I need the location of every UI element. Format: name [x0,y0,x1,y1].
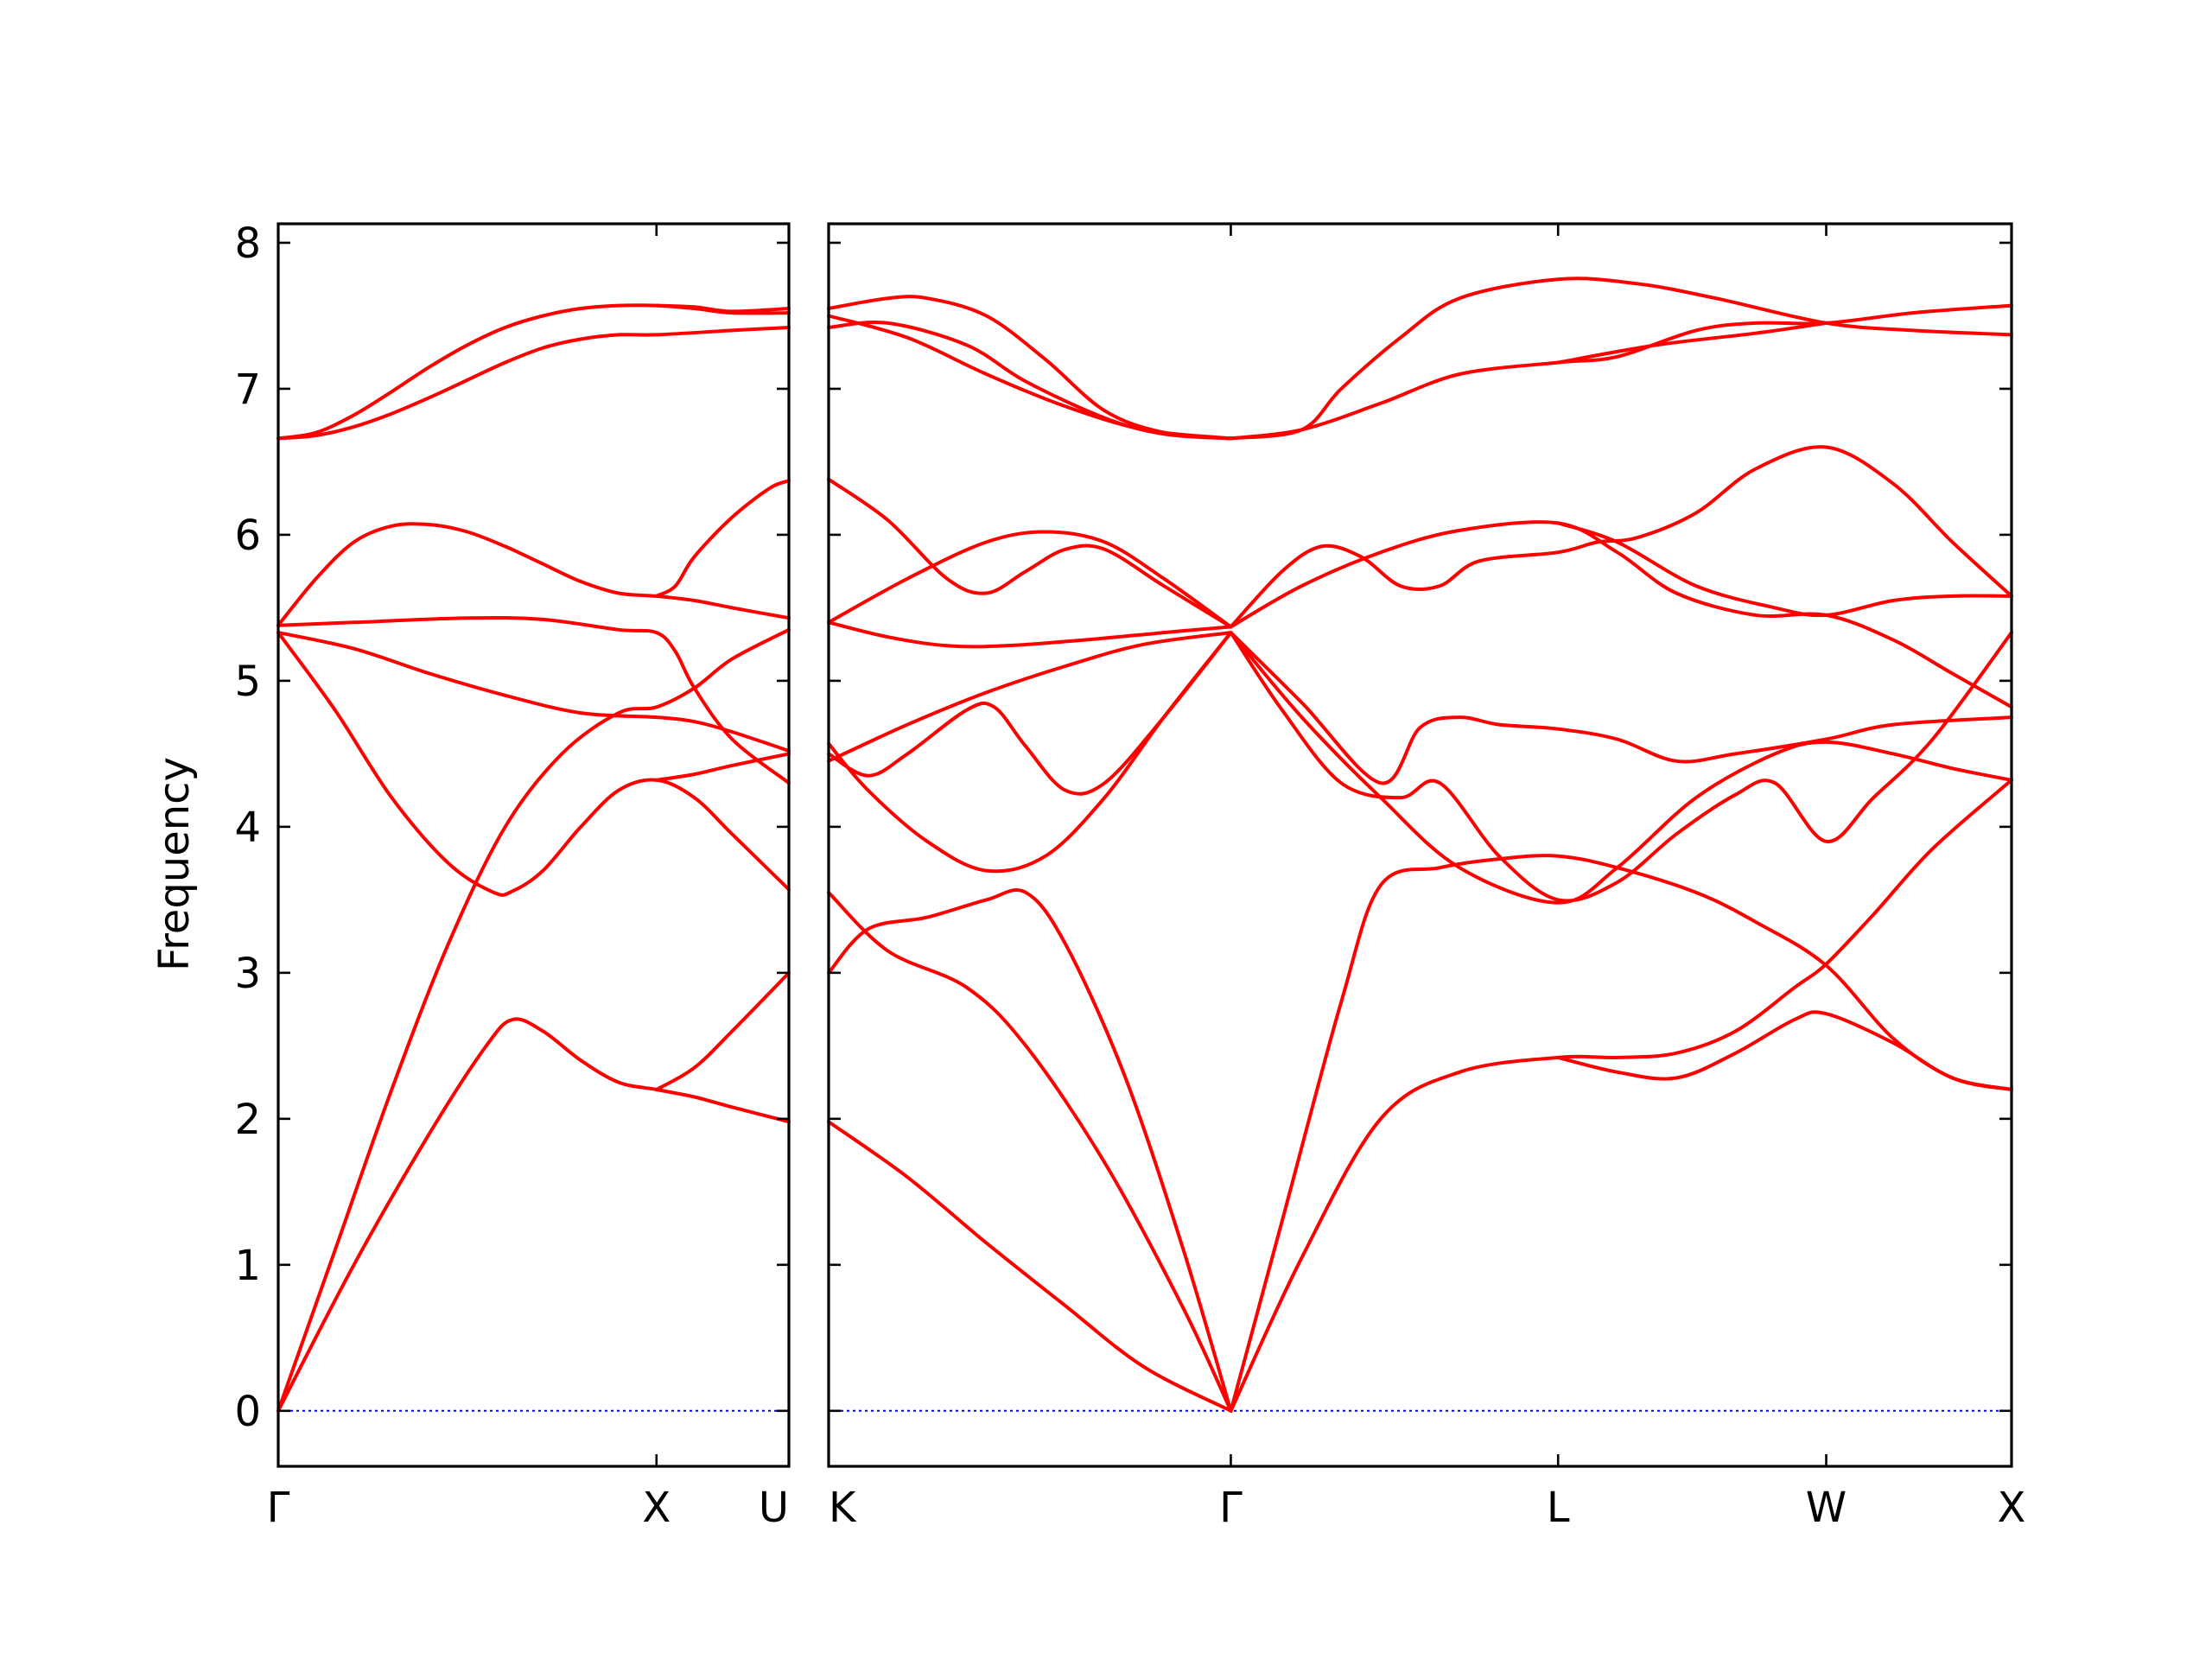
band-2-22 [1229,276,2013,441]
panels: Γ X U 0 1 2 3 4 5 6 7 8 K Γ L W X [234,219,2025,1532]
plot-frame [276,222,791,1468]
band-2-2 [827,888,1233,1413]
band-2-14 [827,530,1233,629]
x-tick-label-W: W [1806,1484,1847,1532]
band-2-24 [1556,321,1828,365]
band-1-3 [654,970,791,1091]
band-2-6 [1556,1010,2013,1091]
band-1-5 [654,752,791,782]
x-tick-label-K: K [829,1484,857,1532]
band-2-13 [827,620,1233,649]
y-tick-label: 0 [234,1388,261,1436]
x-tick-label-Γ: Γ [267,1484,290,1532]
band-2-9 [827,631,1233,763]
band-2-1 [827,1120,1233,1413]
band-2-12 [1229,631,2013,785]
y-tick-label: 3 [234,950,261,998]
x-tick-label-U: U [759,1484,789,1532]
plot-frame [827,222,2013,1468]
panel-1: Γ X U 0 1 2 3 4 5 6 7 8 [234,219,791,1532]
band-2-8 [827,631,1233,796]
band-2-16 [1229,445,2013,629]
y-tick-label: 5 [234,658,261,706]
x-tick-label-X: X [1998,1484,2026,1532]
band-2-4 [1229,778,2013,1413]
band-2-11 [1229,631,2013,905]
band-1-6 [276,631,791,753]
band-1-8 [276,522,791,627]
y-tick-label: 4 [234,804,261,852]
y-tick-label: 6 [234,512,261,560]
band-2-3 [827,890,1233,1413]
band-2-21 [827,314,1233,441]
x-tick-label-L: L [1547,1484,1570,1532]
y-axis-label: Frequency [150,757,199,971]
band-2-10 [1229,631,2013,903]
band-2-15 [827,477,1233,629]
band-2-23 [1229,303,2013,441]
band-1-12 [654,303,791,314]
band-1-11 [276,326,791,441]
band-1-9 [654,479,791,598]
y-tick-label: 1 [234,1242,261,1290]
band-1-4 [276,631,791,897]
band-2-17 [1229,520,2013,709]
x-tick-label-X: X [642,1484,671,1532]
band-1-1 [276,1017,791,1413]
x-tick-label-Γ: Γ [1219,1484,1243,1532]
band-2-18 [1556,521,2013,618]
y-tick-label: 2 [234,1096,261,1144]
band-1-7 [276,615,791,785]
band-2-5 [1229,854,2013,1413]
y-tick-label: 8 [234,219,261,268]
y-tick-label: 7 [234,365,261,414]
